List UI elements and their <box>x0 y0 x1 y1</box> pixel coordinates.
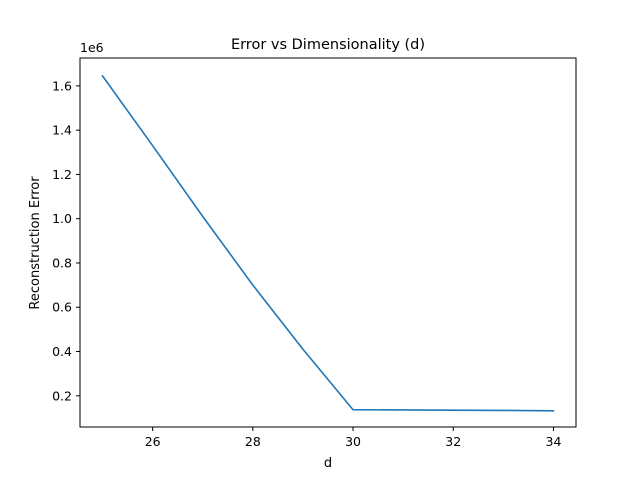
y-tick-label: 1.0 <box>52 211 72 226</box>
y-tick-label: 1.2 <box>52 167 72 182</box>
x-axis-ticks: 26 28 30 32 34 <box>145 427 562 449</box>
x-tick-label: 30 <box>345 434 361 449</box>
y-tick-label: 0.2 <box>52 388 72 403</box>
x-tick-label: 28 <box>245 434 261 449</box>
y-axis-ticks: 0.2 0.4 0.6 0.8 1.0 1.2 1.4 1.6 <box>52 78 80 403</box>
y-tick-label: 0.6 <box>52 300 72 315</box>
y-axis-label: Reconstruction Error <box>28 176 43 310</box>
x-tick-label: 32 <box>445 434 461 449</box>
x-tick-label: 34 <box>546 434 562 449</box>
y-tick-label: 0.8 <box>52 255 72 270</box>
y-offset-label: 1e6 <box>80 40 104 55</box>
series-line <box>101 74 555 412</box>
series-layer <box>101 74 555 412</box>
x-tick-label: 26 <box>145 434 161 449</box>
y-tick-label: 0.4 <box>52 344 72 359</box>
y-tick-label: 1.6 <box>52 78 72 93</box>
plot-area-frame <box>79 57 577 428</box>
chart-title: Error vs Dimensionality (d) <box>231 37 425 53</box>
x-axis-label: d <box>324 456 332 471</box>
y-tick-label: 1.4 <box>52 123 72 138</box>
